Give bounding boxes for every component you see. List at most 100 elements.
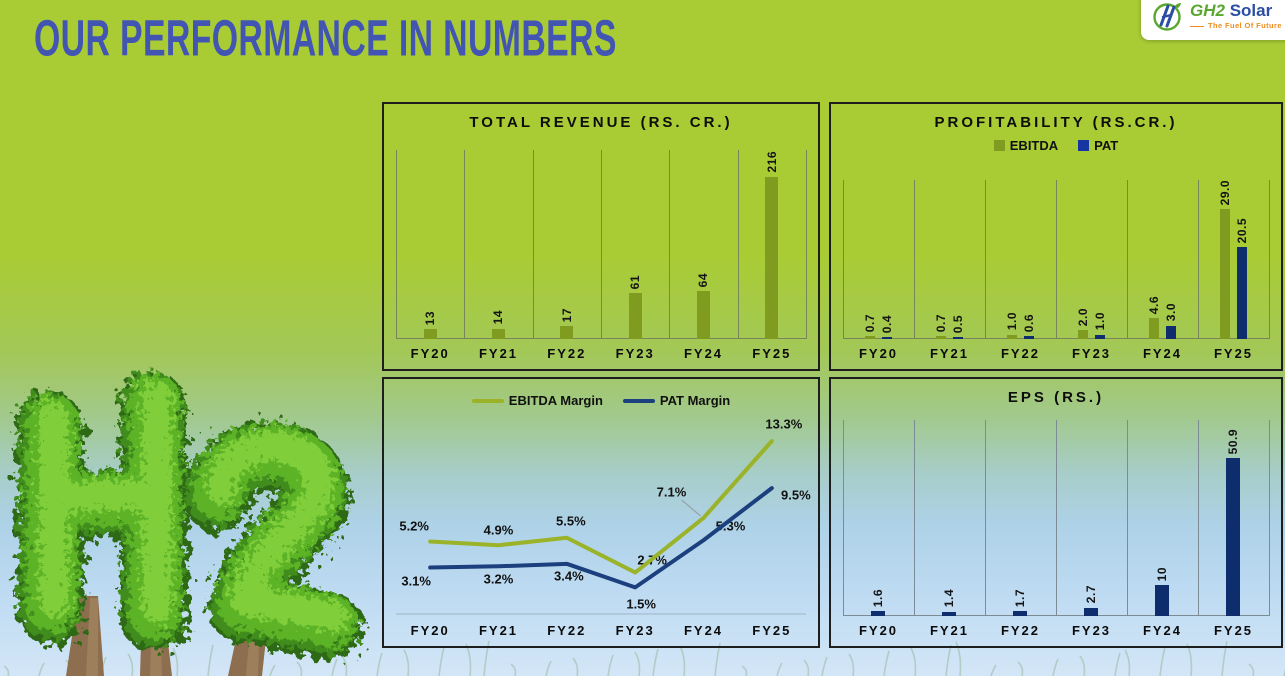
bar-value-label: 216 <box>764 151 779 173</box>
bar-slot: 1.7 <box>985 420 1056 616</box>
legend: EBITDA Margin PAT Margin <box>384 393 818 408</box>
bar-group: 10 <box>1155 566 1170 616</box>
bar <box>696 291 710 339</box>
grass-blade <box>821 656 828 676</box>
grass-blade <box>1186 643 1193 676</box>
grass-blade <box>296 661 303 676</box>
grass-blade <box>1248 663 1255 676</box>
x-axis-label: FY23 <box>1071 623 1112 638</box>
grass-blade <box>990 664 997 676</box>
bar-group: 13 <box>423 311 437 339</box>
bar-slot: 2.7 <box>1056 420 1127 616</box>
legend-label: EBITDA <box>1009 138 1059 153</box>
chart-total-revenue: TOTAL REVENUE (RS. CR.) 13 14 17 61 64 216 FY… <box>382 102 820 371</box>
bar-group: 29.0 <box>1217 179 1232 339</box>
bar-slot: 0.7 0.5 <box>914 180 985 339</box>
bar <box>560 326 574 339</box>
gridline <box>984 420 986 616</box>
grass-blade <box>1159 646 1166 676</box>
bar <box>1226 458 1241 616</box>
x-axis-label: FY25 <box>1213 623 1254 638</box>
gridline <box>913 180 915 339</box>
chart-profitability: PROFITABILITY (RS.CR.) EBITDA PAT 0.7 0.4… <box>829 102 1283 371</box>
chart-margins: EBITDA Margin PAT Margin 5.2% 4.9% 5.5% 2.7… <box>382 377 820 648</box>
x-axis-label: FY22 <box>547 346 587 361</box>
logo-brand-solar: Solar <box>1229 1 1273 21</box>
x-axis-label: FY22 <box>1000 346 1041 361</box>
gridline <box>843 420 844 616</box>
data-point-label: 1.5% <box>626 596 656 612</box>
x-axis-label: FY21 <box>929 623 970 638</box>
x-axis-label: FY21 <box>929 346 970 361</box>
gridline <box>1198 420 1199 616</box>
bar-slot: 13 <box>396 150 464 339</box>
gridline <box>913 420 915 616</box>
baseline <box>396 338 806 339</box>
chart-title: EPS (RS.) <box>1007 389 1105 406</box>
x-axis-label: FY21 <box>478 346 519 361</box>
grass-blade <box>510 663 517 676</box>
bar-group: 1.7 <box>1013 588 1028 616</box>
bar <box>935 335 946 339</box>
plot-area: 1.6 1.4 1.7 2.7 10 50.9 <box>843 420 1270 616</box>
bar-value-label: 2.0 <box>1075 307 1090 327</box>
bar-slot: 50.9 <box>1198 420 1269 616</box>
grass-blade <box>1283 669 1285 676</box>
grass-blade <box>207 644 214 676</box>
x-axis-label: FY24 <box>1142 346 1183 361</box>
bar-slot: 10 <box>1127 420 1198 616</box>
tagline-dash-left <box>1190 25 1204 27</box>
x-axis-label: FY25 <box>1213 346 1254 361</box>
grass-blade <box>1114 652 1121 676</box>
bar-group: 0.5 <box>951 315 965 339</box>
bar-group: 2.7 <box>1084 585 1099 616</box>
bar <box>1006 334 1017 339</box>
bar-group: 14 <box>491 310 505 339</box>
label-leader-line <box>681 499 701 517</box>
bar-slot: 14 <box>464 150 532 339</box>
data-point-label: 13.3% <box>765 416 803 432</box>
bar-group: 1.0 <box>1093 312 1107 339</box>
grass-blade <box>3 665 10 676</box>
x-axis-label: FY20 <box>858 623 899 638</box>
bar <box>628 293 642 339</box>
bar-value-label: 1.6 <box>871 588 886 608</box>
bar-group: 2.0 <box>1075 307 1090 339</box>
logo-brand: GH2 Solar <box>1190 2 1285 19</box>
chart-title: TOTAL REVENUE (RS. CR.) <box>469 114 733 131</box>
bar <box>1077 330 1088 339</box>
gridline <box>669 150 671 339</box>
bar <box>1084 607 1099 616</box>
grass-blade <box>955 641 962 676</box>
x-axis-label: FY24 <box>1142 623 1183 638</box>
x-axis-label: FY22 <box>1000 623 1041 638</box>
bar-group: 17 <box>560 308 574 339</box>
gridline <box>1056 180 1057 339</box>
data-point-label: 4.9% <box>483 522 514 538</box>
bar-value-label: 1.7 <box>1013 588 1028 607</box>
grass-blade <box>438 646 445 676</box>
bar-slot: 4.6 3.0 <box>1127 180 1198 339</box>
x-axis-label: FY20 <box>410 623 450 638</box>
ebitda-margin-line <box>428 439 774 575</box>
plot-area: 0.7 0.4 0.7 0.5 1.0 0.6 2.0 1.0 4.6 3.0 29.0 20.5 <box>843 179 1270 339</box>
x-axis-label: FY23 <box>1071 346 1112 361</box>
grass-blade <box>1079 655 1086 676</box>
bar-value-label: 29.0 <box>1217 179 1232 205</box>
data-point-label: 5.3% <box>715 518 746 534</box>
bar-value-label: 4.6 <box>1146 296 1161 315</box>
grass-blade <box>376 652 383 676</box>
gridline <box>1126 420 1128 616</box>
gridline <box>532 150 534 339</box>
bar-group: 216 <box>764 151 779 339</box>
baseline <box>843 338 1269 339</box>
chart-eps: EPS (RS.) 1.6 1.4 1.7 2.7 10 50.9 FY20 FY21 FY2… <box>829 377 1283 648</box>
x-axis-label: FY21 <box>478 623 519 638</box>
bar-value-label: 10 <box>1155 566 1170 581</box>
legend: EBITDA PAT <box>831 138 1281 153</box>
grass-blade <box>127 653 134 676</box>
x-axis: FY20 FY21 FY22 FY23 FY24 FY25 <box>843 346 1269 364</box>
bar <box>1155 584 1170 616</box>
data-point-label: 9.5% <box>781 487 811 503</box>
